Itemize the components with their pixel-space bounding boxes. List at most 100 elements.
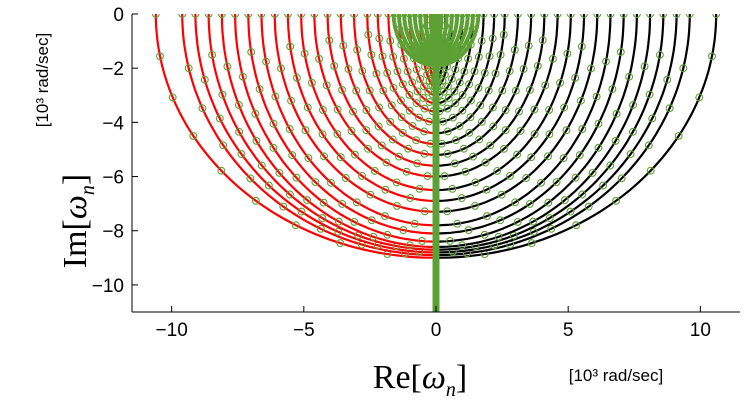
x-axis-units: [10³ rad/sec]: [569, 366, 664, 385]
pole-marker: [576, 96, 585, 105]
pole-marker: [246, 174, 255, 183]
pole-marker: [320, 152, 328, 161]
pole-marker: [625, 72, 634, 81]
locus-branch-black-19: [435, 14, 464, 97]
locus-branch-red-10: [300, 14, 437, 192]
pole-marker: [301, 126, 310, 135]
pole-marker: [352, 86, 361, 95]
locus-branch-black-0: [435, 14, 718, 259]
pole-marker: [420, 127, 429, 136]
pole-marker: [513, 217, 522, 226]
locus-branch-red-11: [313, 14, 436, 178]
pole-marker: [383, 69, 392, 77]
pole-marker: [362, 126, 371, 135]
pole-marker: [571, 73, 580, 82]
pole-marker: [327, 178, 335, 187]
pole-marker: [372, 69, 381, 78]
locus-branch-black-12: [436, 14, 546, 167]
pole-marker: [527, 14, 536, 18]
pole-marker: [189, 131, 198, 140]
pole-marker: [330, 61, 339, 70]
pole-marker: [500, 14, 509, 18]
pole-marker: [529, 217, 538, 226]
pole-marker: [362, 106, 371, 115]
pole-marker: [580, 14, 588, 18]
y-axis-units: [10³ rad/sec]: [33, 33, 52, 128]
pole-marker: [350, 150, 359, 159]
pole-marker: [560, 196, 569, 205]
pole-marker: [303, 103, 312, 112]
pole-marker: [499, 30, 508, 39]
pole-marker: [455, 122, 464, 130]
pole-marker: [318, 105, 327, 114]
pole-marker: [566, 14, 575, 18]
pole-marker: [418, 237, 426, 245]
pole-marker: [234, 101, 243, 109]
pole-marker: [412, 99, 421, 108]
pole-marker: [474, 83, 483, 92]
pole-marker: [467, 96, 475, 105]
pole-marker: [494, 232, 503, 241]
pole-marker: [471, 201, 479, 210]
pole-marker: [562, 126, 571, 135]
pole-marker: [578, 125, 587, 134]
pole-marker: [352, 198, 361, 207]
pole-marker: [476, 101, 485, 110]
pole-marker: [446, 237, 454, 245]
pole-marker: [287, 96, 296, 105]
pole-marker: [439, 117, 448, 126]
pole-marker: [544, 198, 553, 207]
pole-marker: [602, 57, 610, 66]
pole-marker: [217, 14, 226, 18]
pole-marker: [217, 166, 226, 175]
locus-branch-red-15: [366, 14, 436, 135]
pole-marker: [251, 109, 260, 118]
pole-marker: [477, 36, 486, 45]
pole-marker: [394, 152, 403, 161]
pole-marker: [386, 117, 395, 126]
pole-marker: [491, 69, 500, 78]
pole-marker: [640, 62, 649, 71]
pole-marker: [481, 158, 490, 167]
pole-marker: [566, 207, 575, 216]
pole-marker: [285, 190, 294, 199]
pole-marker: [387, 101, 396, 110]
pole-marker: [458, 241, 467, 250]
pole-marker: [393, 67, 402, 76]
locus-branch-red-7: [260, 14, 437, 227]
x-tick-label: 0: [431, 320, 442, 341]
pole-marker: [608, 85, 617, 94]
pole-marker: [244, 14, 253, 18]
locus-branch-black-7: [435, 14, 612, 227]
pole-marker: [588, 168, 597, 177]
locus-branch-red-0: [154, 14, 437, 259]
pole-marker: [533, 61, 542, 70]
pole-marker: [563, 49, 572, 58]
pole-marker: [501, 126, 510, 135]
pole-marker: [204, 14, 213, 18]
axes: −10 −5 0 5 10 0 −2 −4 −6 −8 −10: [92, 5, 740, 341]
pole-marker: [269, 143, 278, 152]
pole-marker: [247, 48, 256, 57]
pole-marker: [218, 90, 227, 99]
pole-marker: [606, 14, 615, 18]
pole-marker: [424, 117, 433, 126]
pole-marker: [560, 103, 569, 112]
pole-marker: [611, 136, 620, 145]
pole-marker: [393, 201, 401, 210]
pole-marker: [708, 52, 716, 61]
pole-marker: [506, 171, 514, 180]
pole-marker: [545, 214, 554, 223]
pole-marker: [333, 130, 342, 139]
pole-marker: [231, 14, 240, 18]
pole-marker: [405, 241, 414, 250]
locus-branch-black-3: [435, 14, 665, 251]
pole-marker: [151, 14, 160, 18]
pole-marker: [458, 90, 467, 99]
pole-marker: [307, 78, 316, 87]
pole-marker: [646, 166, 655, 175]
y-tick-label: −8: [102, 222, 124, 243]
pole-marker: [659, 14, 668, 18]
pole-marker: [410, 219, 419, 228]
